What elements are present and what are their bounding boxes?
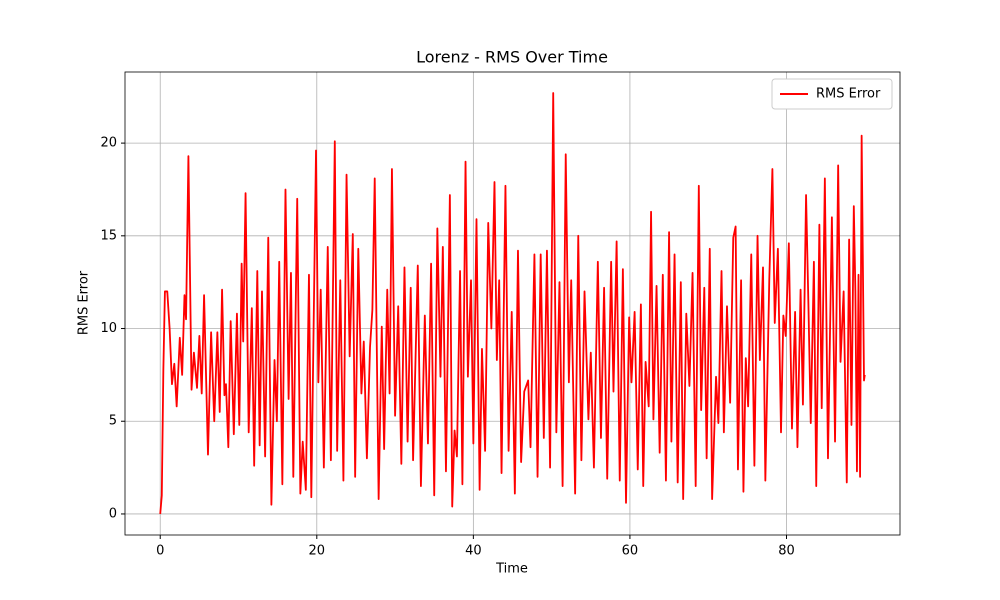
x-tick-label: 40	[465, 544, 482, 559]
x-tick-label: 20	[309, 544, 326, 559]
plot-frame	[124, 71, 901, 536]
data-line	[159, 92, 866, 515]
y-tick-label: 20	[100, 136, 117, 151]
legend-label: RMS Error	[816, 87, 881, 102]
chart-title: Lorenz - RMS Over Time	[416, 48, 608, 67]
y-axis-label: RMS Error	[77, 270, 92, 335]
y-tick-label: 10	[100, 321, 117, 336]
y-tick-label: 15	[100, 228, 117, 243]
y-tick-label: 0	[109, 506, 117, 521]
legend-box	[771, 78, 893, 110]
x-axis-label: Time	[495, 562, 528, 577]
x-tick-label: 60	[622, 544, 639, 559]
x-tick-label: 0	[156, 544, 164, 559]
legend: RMS Error	[771, 78, 893, 110]
y-tick-label: 5	[109, 414, 117, 429]
x-tick-label: 80	[778, 544, 795, 559]
